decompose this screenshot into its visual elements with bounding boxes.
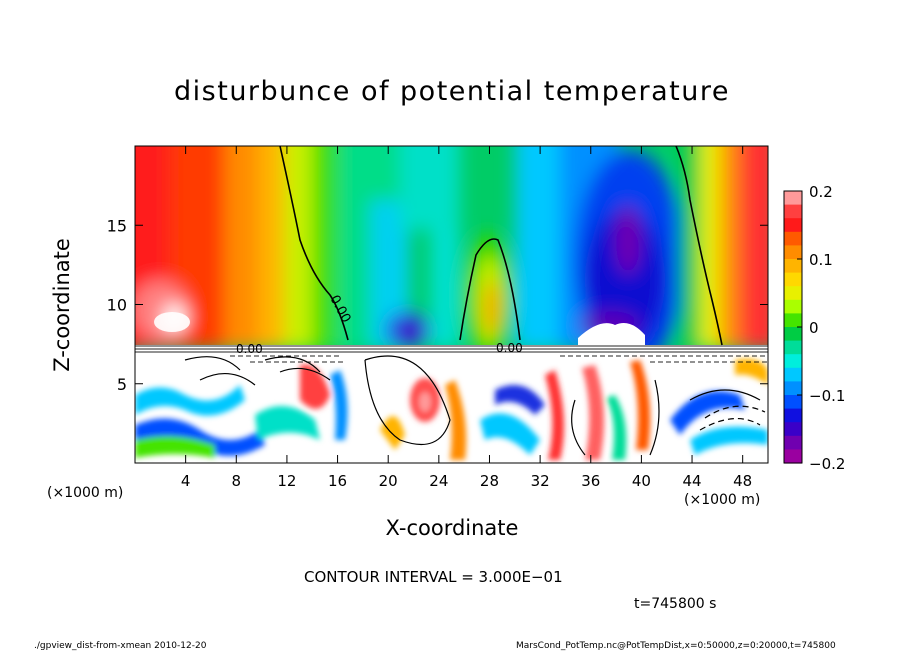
x-unit-label-right: (×1000 m) bbox=[684, 492, 761, 508]
colorbar-tick-label: 0.2 bbox=[809, 183, 833, 201]
colorbar-swatch bbox=[784, 204, 802, 219]
colorbar-swatch bbox=[784, 354, 802, 369]
colorbar-swatch bbox=[784, 367, 802, 382]
time-label: t=745800 s bbox=[634, 596, 717, 612]
colorbar-swatch bbox=[784, 449, 802, 464]
y-tick-label: 10 bbox=[107, 296, 127, 315]
x-unit-label-left: (×1000 m) bbox=[47, 485, 124, 501]
x-tick-label: 4 bbox=[181, 472, 191, 490]
colorbar-swatch bbox=[784, 435, 802, 450]
x-tick-label: 16 bbox=[328, 472, 347, 490]
x-tick-label: 24 bbox=[429, 472, 448, 490]
colorbar-swatch bbox=[784, 272, 802, 287]
y-axis: 5 10 15 bbox=[107, 216, 768, 394]
footer-source: MarsCond_PotTemp.nc@PotTempDist,x=0:5000… bbox=[516, 641, 836, 651]
x-axis-label: X-coordinate bbox=[385, 516, 519, 540]
x-tick-label: 36 bbox=[581, 472, 600, 490]
x-axis: 4 8 12 16 20 24 28 32 36 40 44 48 bbox=[181, 146, 752, 490]
colorbar-tick-label: 0.1 bbox=[809, 251, 833, 269]
x-tick-label: 48 bbox=[733, 472, 752, 490]
x-tick-label: 40 bbox=[632, 472, 651, 490]
chart-title: disturbunce of potential temperature bbox=[174, 76, 730, 107]
heatmap-field: 0.00 0.00 0.00 bbox=[135, 146, 768, 463]
x-tick-label: 20 bbox=[379, 472, 398, 490]
colorbar-tick-label: 0 bbox=[809, 319, 819, 337]
colorbar-tick-label: −0.1 bbox=[809, 387, 845, 405]
colorbar-swatch bbox=[784, 245, 802, 260]
colorbar-tick-label: −0.2 bbox=[809, 455, 845, 473]
x-tick-label: 32 bbox=[531, 472, 550, 490]
y-tick-label: 15 bbox=[107, 216, 127, 235]
colorbar-swatch bbox=[784, 408, 802, 423]
x-tick-label: 12 bbox=[277, 472, 296, 490]
colorbar-swatch bbox=[784, 286, 802, 301]
colorbar-swatch bbox=[784, 381, 802, 396]
x-tick-label: 28 bbox=[480, 472, 499, 490]
colorbar: 0.2 0.1 0 −0.1 −0.2 bbox=[783, 183, 845, 473]
colorbar-swatch bbox=[784, 299, 802, 314]
colorbar-swatch bbox=[784, 218, 802, 233]
colorbar-swatch bbox=[784, 327, 802, 342]
zero-contours bbox=[279, 146, 723, 346]
colorbar-swatch bbox=[784, 340, 802, 355]
colorbar-swatch bbox=[784, 395, 802, 410]
contour-label: 0.00 bbox=[496, 341, 523, 355]
colorbar-swatch bbox=[784, 191, 802, 206]
x-tick-label: 8 bbox=[232, 472, 242, 490]
colorbar-swatch bbox=[784, 259, 802, 274]
colorbar-swatch bbox=[784, 422, 802, 437]
colorbar-swatch bbox=[784, 231, 802, 246]
x-tick-label: 44 bbox=[682, 472, 701, 490]
footer-script-name: ./gpview_dist-from-xmean 2010-12-20 bbox=[34, 641, 207, 651]
contour-interval-label: CONTOUR INTERVAL = 3.000E−01 bbox=[304, 568, 563, 586]
contour-label: 0.00 bbox=[236, 342, 263, 356]
y-tick-label: 5 bbox=[117, 375, 127, 394]
colorbar-swatch bbox=[784, 313, 802, 328]
